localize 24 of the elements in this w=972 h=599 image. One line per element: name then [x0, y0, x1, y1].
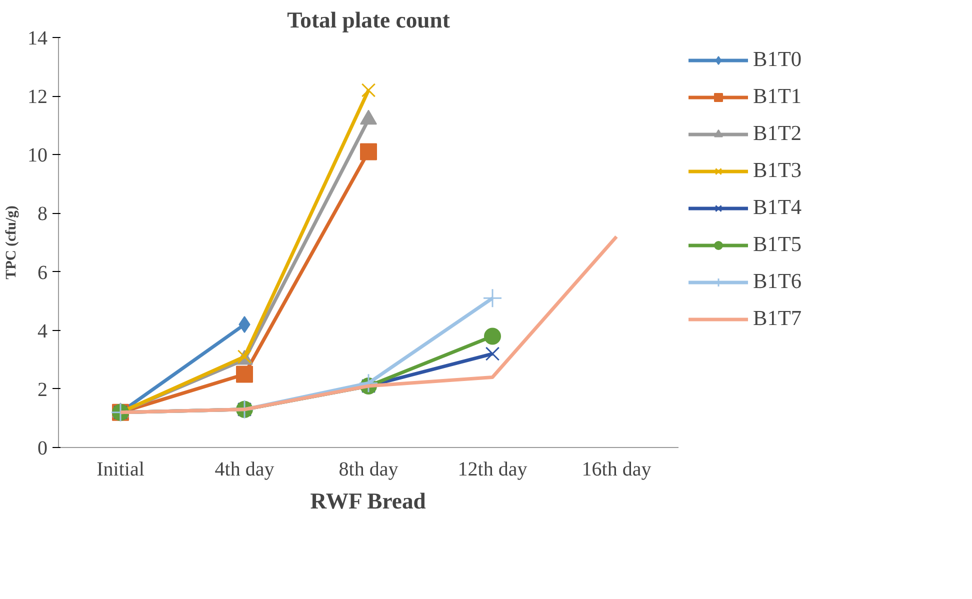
y-tick-label: 4 [38, 320, 48, 342]
x-tick-label: 16th day [582, 458, 652, 480]
x-tick-label: Initial [96, 458, 145, 480]
x-axis-title: RWF Bread [310, 488, 426, 514]
y-tick-label: 14 [28, 28, 48, 50]
x-tick-label: 8th day [338, 458, 398, 480]
chart-title: Total plate count [287, 8, 450, 32]
y-tick-label: 12 [28, 86, 48, 108]
y-tick-label: 6 [38, 262, 48, 284]
legend-label: B1T1 [753, 84, 802, 109]
legend-label: B1T2 [753, 121, 802, 146]
legend-label: B1T5 [753, 232, 802, 257]
y-axis-title: TPC (cfu/g) [4, 206, 20, 280]
x-tick-label: 12th day [458, 458, 528, 480]
legend-label: B1T4 [753, 195, 802, 220]
y-tick-label: 0 [38, 438, 48, 460]
y-tick-label: 8 [38, 203, 48, 226]
legend-label: B1T0 [753, 47, 802, 72]
legend-label: B1T6 [753, 269, 802, 294]
legend-label: B1T3 [753, 158, 802, 183]
x-tick-label: 4th day [214, 458, 274, 480]
y-tick-label: 10 [28, 144, 48, 167]
y-tick-label: 2 [38, 378, 48, 401]
legend-label: B1T7 [753, 306, 802, 331]
